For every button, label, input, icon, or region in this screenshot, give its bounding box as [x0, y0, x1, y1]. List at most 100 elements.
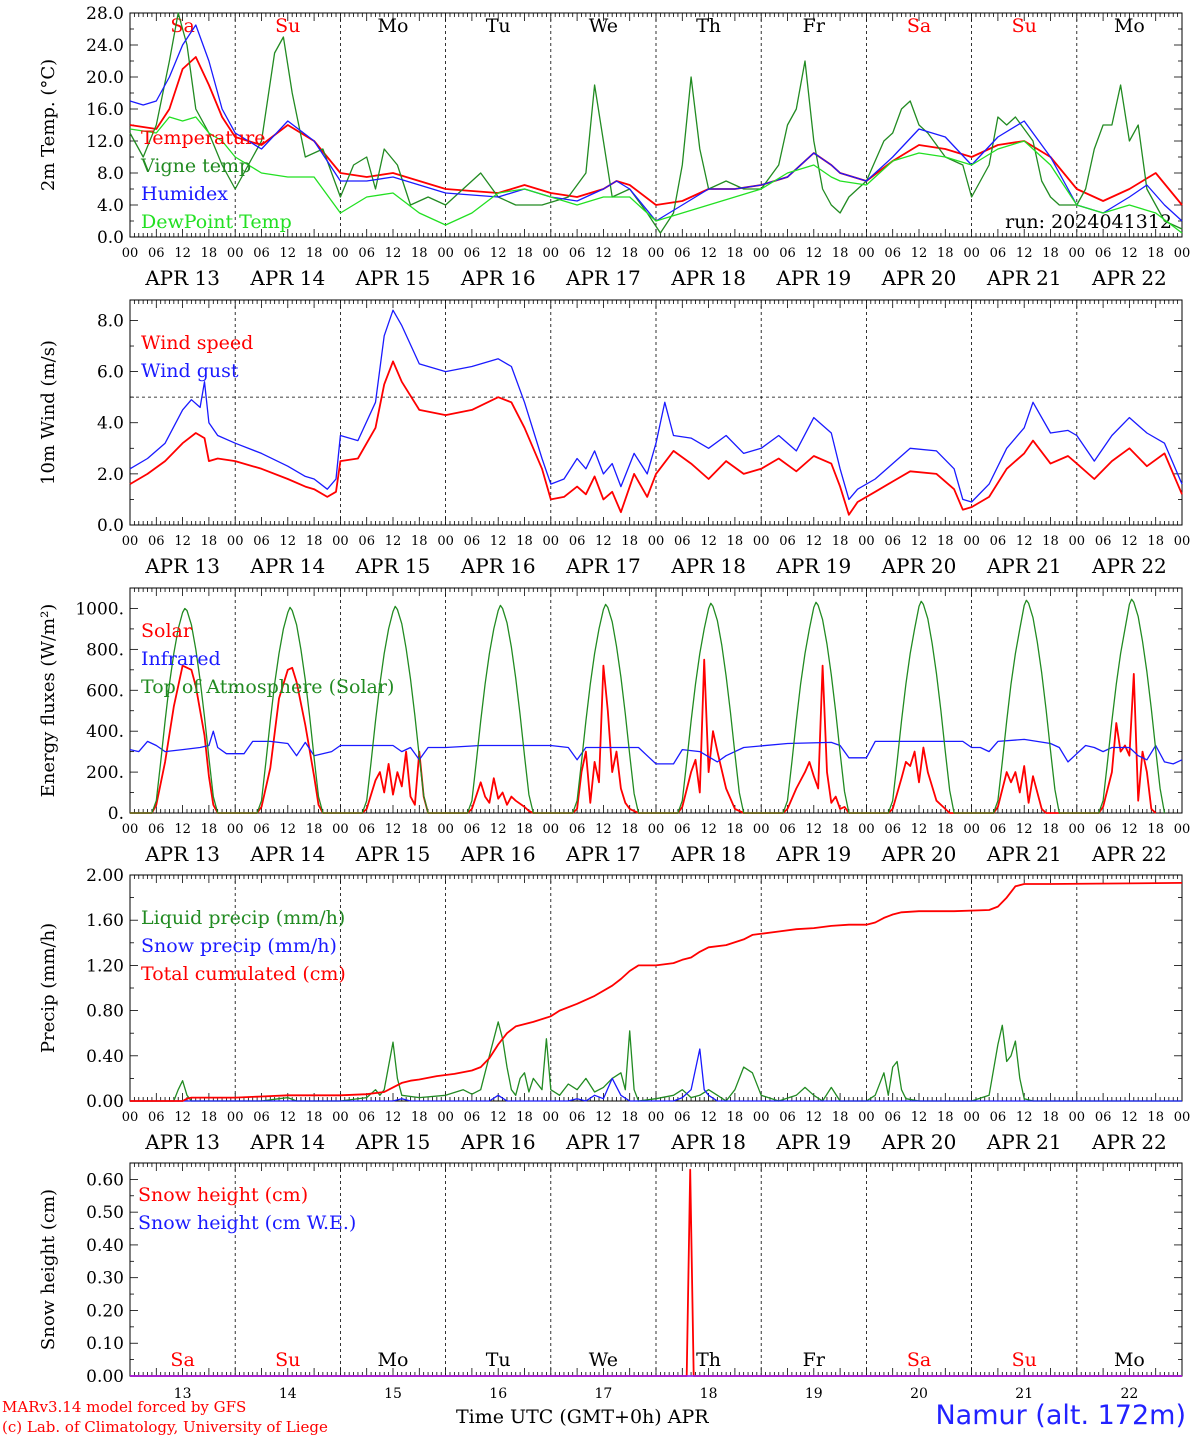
x-hour-label: 06 — [358, 1110, 375, 1125]
x-date-label: APR 16 — [460, 266, 536, 290]
x-hour-label: 06 — [464, 822, 481, 837]
weekday-label: Fr — [803, 15, 826, 37]
legend-entry: Temperature — [141, 127, 265, 149]
x-hour-label: 18 — [832, 1110, 849, 1125]
x-day-number: 17 — [594, 1386, 612, 1402]
series-line-infrared — [129, 730, 1183, 765]
x-date-label: APR 22 — [1091, 554, 1167, 578]
y-axis-label: Energy fluxes (W/m²) — [38, 604, 59, 798]
plot-frame — [129, 299, 1183, 526]
x-hour-label: 06 — [1095, 1110, 1112, 1125]
x-hour-label: 06 — [990, 822, 1007, 837]
y-axis-label: Precip (mm/h) — [38, 923, 59, 1053]
y-tick-label: 8.0 — [97, 164, 124, 184]
x-hour-label: 06 — [358, 822, 375, 837]
x-hour-label: 00 — [227, 1110, 244, 1125]
y-tick-label: 12.0 — [86, 132, 124, 152]
y-tick-label: 2.0 — [97, 465, 124, 485]
x-hour-label: 00 — [332, 822, 349, 837]
weekday-label: Mo — [378, 15, 409, 37]
x-hour-label: 06 — [569, 246, 586, 261]
x-hour-label: 00 — [753, 822, 770, 837]
legend-entry: Liquid precip (mm/h) — [141, 907, 345, 929]
x-hour-label: 12 — [806, 822, 823, 837]
y-tick-label: 1000. — [75, 599, 124, 619]
x-hour-label: 18 — [1147, 246, 1164, 261]
model-credit: MARv3.14 model forced by GFS — [2, 1398, 247, 1416]
legend-entry: Total cumulated (cm) — [141, 963, 346, 985]
series-line-humidex — [129, 24, 1183, 222]
y-tick-label: 0.0 — [97, 516, 124, 536]
x-hour-label: 18 — [1042, 822, 1059, 837]
run-label: run: 2024041312 — [1005, 211, 1172, 233]
x-hour-label: 12 — [385, 1110, 402, 1125]
x-hour-label: 18 — [201, 1110, 218, 1125]
x-day-number: 18 — [700, 1386, 718, 1402]
series-line-snow-precip-mm-h — [130, 1048, 1182, 1102]
y-tick-label: 2.00 — [86, 866, 124, 886]
y-tick-label: 24.0 — [86, 36, 124, 56]
x-hour-label: 06 — [464, 534, 481, 549]
x-date-label: APR 15 — [355, 1130, 431, 1154]
x-hour-label: 18 — [516, 822, 533, 837]
x-date-label: APR 21 — [986, 842, 1062, 866]
x-hour-label: 12 — [700, 246, 717, 261]
x-hour-label: 12 — [806, 534, 823, 549]
lab-credit: (c) Lab. of Climatology, University of L… — [2, 1418, 328, 1436]
legend-entry: Vigne temp — [140, 155, 251, 177]
x-hour-label: 06 — [253, 534, 270, 549]
x-date-label: APR 21 — [986, 266, 1062, 290]
x-hour-label: 00 — [963, 246, 980, 261]
x-hour-label: 06 — [148, 246, 165, 261]
x-hour-label: 06 — [674, 246, 691, 261]
x-date-label: APR 17 — [565, 842, 641, 866]
x-hour-label: 12 — [385, 822, 402, 837]
x-hour-label: 00 — [648, 822, 665, 837]
x-hour-label: 12 — [490, 534, 507, 549]
x-hour-label: 18 — [832, 246, 849, 261]
x-hour-label: 00 — [122, 1110, 139, 1125]
x-hour-label: 06 — [990, 534, 1007, 549]
x-hour-label: 06 — [569, 534, 586, 549]
x-hour-label: 18 — [727, 1110, 744, 1125]
y-tick-label: 0.60 — [86, 1170, 124, 1190]
x-hour-label: 00 — [227, 822, 244, 837]
x-hour-label: 06 — [464, 246, 481, 261]
x-hour-label: 18 — [516, 534, 533, 549]
x-date-label: APR 18 — [670, 266, 746, 290]
x-hour-label: 06 — [779, 534, 796, 549]
weekday-label: Th — [696, 1349, 721, 1371]
weekday-label: Tu — [486, 15, 511, 37]
weekday-label: Th — [696, 15, 721, 37]
x-date-label: APR 18 — [670, 842, 746, 866]
y-tick-label: 20.0 — [86, 68, 124, 88]
series-line-total-cumulated-cm — [130, 882, 1183, 1102]
x-hour-label: 18 — [411, 534, 428, 549]
x-day-number: 20 — [910, 1386, 928, 1402]
x-date-label: APR 19 — [775, 554, 851, 578]
x-hour-label: 06 — [884, 246, 901, 261]
y-tick-label: 8.0 — [97, 311, 124, 331]
x-hour-label: 18 — [411, 246, 428, 261]
plot-frame — [129, 587, 1183, 814]
x-hour-label: 12 — [490, 1110, 507, 1125]
legend-entry: Snow height (cm W.E.) — [138, 1212, 356, 1234]
x-date-label: APR 22 — [1091, 266, 1167, 290]
legend-entry: Wind speed — [141, 332, 253, 354]
x-hour-label: 12 — [280, 534, 297, 549]
x-date-label: APR 17 — [565, 1130, 641, 1154]
x-hour-label: 06 — [884, 1110, 901, 1125]
x-hour-label: 00 — [753, 246, 770, 261]
panel-precip: 0.00 0.40 0.80 1.20 1.60 2.00 Precip (mm/h) 00 0… — [38, 866, 1190, 1154]
x-hour-label: 12 — [174, 246, 191, 261]
x-hour-label: 06 — [1095, 822, 1112, 837]
x-date-label: APR 20 — [881, 842, 957, 866]
y-axis-label: Snow height (cm) — [38, 1189, 59, 1350]
x-hour-label: 18 — [1147, 822, 1164, 837]
series-line-solar — [130, 658, 1157, 814]
x-day-number: 13 — [174, 1386, 192, 1402]
x-date-label: APR 14 — [249, 554, 325, 578]
x-axis-month: APR — [667, 1406, 709, 1428]
x-date-label: APR 16 — [460, 842, 536, 866]
series-line-wind-speed — [129, 360, 1183, 516]
